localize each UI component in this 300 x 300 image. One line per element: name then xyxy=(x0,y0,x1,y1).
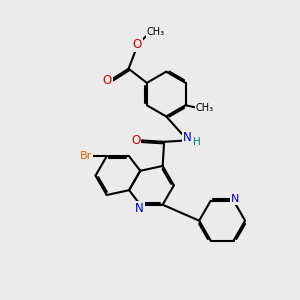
Text: N: N xyxy=(183,131,192,144)
Text: H: H xyxy=(193,137,200,147)
Text: O: O xyxy=(133,38,142,51)
Text: N: N xyxy=(135,202,144,215)
Text: Br: Br xyxy=(80,151,92,161)
Text: O: O xyxy=(102,74,112,87)
Text: O: O xyxy=(131,134,140,147)
Text: CH₃: CH₃ xyxy=(147,27,165,37)
Text: N: N xyxy=(231,194,239,204)
Text: CH₃: CH₃ xyxy=(196,103,214,113)
